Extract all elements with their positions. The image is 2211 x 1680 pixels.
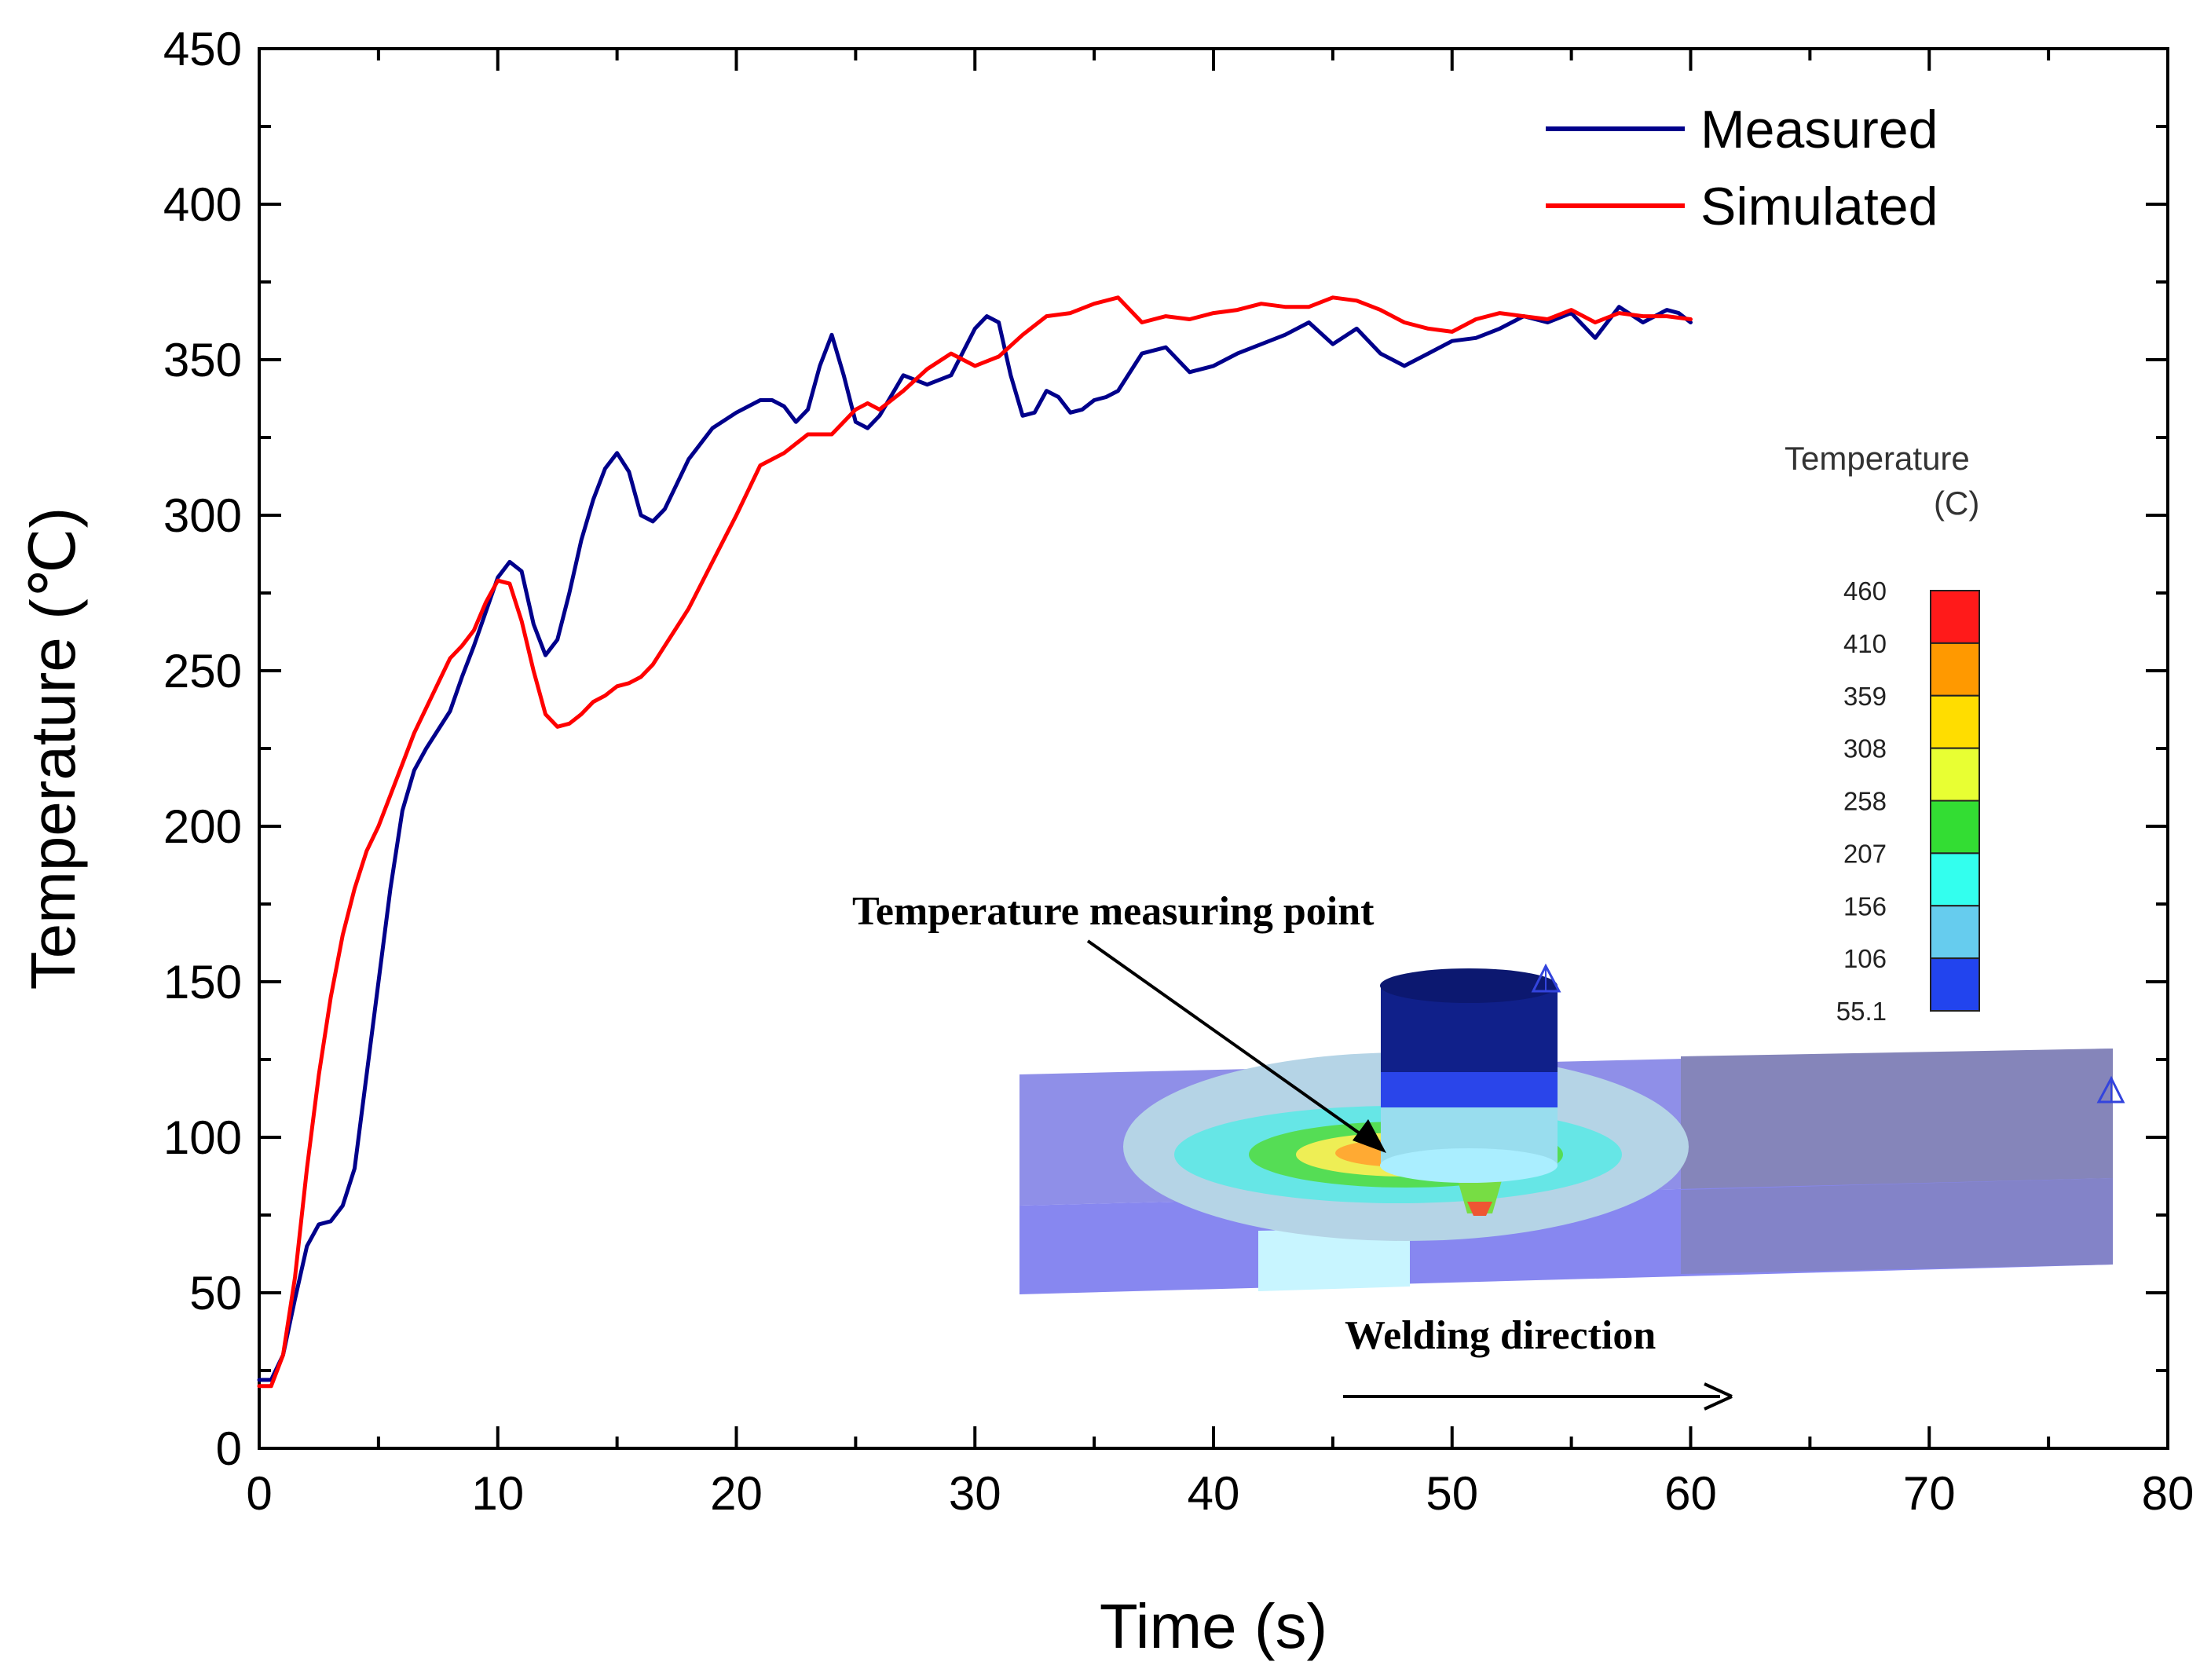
- tool-pin-tip: [1467, 1202, 1492, 1216]
- colorbar-label: 308: [1843, 734, 1887, 763]
- welding-direction-arrowhead: [1704, 1382, 1733, 1411]
- x-tick-label: 0: [246, 1467, 272, 1520]
- tool-body-lower: [1381, 1068, 1558, 1107]
- y-tick-label: 450: [163, 23, 242, 75]
- callout-arrow: [1086, 939, 1380, 1148]
- plate-top-shade: [1681, 1049, 2113, 1190]
- y-tick-label: 100: [163, 1111, 242, 1164]
- y-tick-label: 200: [163, 800, 242, 853]
- x-tick-label: 20: [710, 1467, 763, 1520]
- colorbar-cell: [1930, 694, 1980, 749]
- colorbar-label: 410: [1843, 629, 1887, 658]
- colorbar-label: 258: [1843, 787, 1887, 816]
- colorbar: Temperature (C) 460 410 359 308 258 207 156 106…: [1785, 440, 1980, 1026]
- x-tick-label: 30: [949, 1467, 1001, 1520]
- colorbar-cell: [1930, 957, 1980, 1012]
- colorbar-cell: [1930, 905, 1980, 960]
- colorbar-label: 359: [1843, 682, 1887, 711]
- x-tick-label: 50: [1426, 1467, 1478, 1520]
- callout-arrowhead: [1353, 1119, 1386, 1153]
- callout-label: Temperature measuring point: [852, 889, 1375, 934]
- colorbar-label: 156: [1843, 891, 1887, 921]
- y-tick-label: 150: [163, 956, 242, 1008]
- x-tick-label: 10: [471, 1467, 524, 1520]
- y-tick-label: 400: [163, 178, 242, 231]
- x-tick-label: 40: [1188, 1467, 1240, 1520]
- x-tick-label: 60: [1664, 1467, 1717, 1520]
- colorbar-cell: [1930, 590, 1980, 644]
- x-axis-title: Time (s): [1100, 1591, 1327, 1661]
- series-line-measured: [257, 305, 1693, 1382]
- colorbar-title: Temperature: [1785, 440, 1970, 477]
- axes: 0 10 20 30 40 50 60 70 80 0 50 100 150 200 250 300 350 40…: [163, 23, 2194, 1520]
- colorbar-label: 207: [1843, 839, 1887, 868]
- y-tick-label: 50: [189, 1267, 242, 1319]
- y-tick-label: 350: [163, 334, 242, 386]
- y-tick-label: 300: [163, 489, 242, 542]
- plate-side-shade: [1681, 1178, 2113, 1274]
- y-tick-label: 0: [216, 1422, 242, 1475]
- y-axis-title: Temperature (℃): [18, 507, 88, 990]
- colorbar-label: 106: [1843, 944, 1887, 973]
- colorbar-cell: [1930, 852, 1980, 907]
- colorbar-label: 55.1: [1836, 997, 1887, 1026]
- colorbar-cell: [1930, 642, 1980, 697]
- legend: Measured Simulated: [1546, 100, 1938, 236]
- inset-weld-image: Temperature measuring point Welding dire…: [852, 889, 2125, 1411]
- plate-side-cyan: [1258, 1228, 1410, 1291]
- legend-label-measured: Measured: [1700, 100, 1938, 159]
- legend-label-simulated: Simulated: [1700, 177, 1938, 236]
- colorbar-unit: (C): [1934, 485, 1979, 522]
- tool-top: [1380, 968, 1558, 1003]
- tool-shoulder-base: [1380, 1148, 1558, 1183]
- x-tick-label: 70: [1903, 1467, 1956, 1520]
- series-group: [257, 295, 1693, 1389]
- y-tick-label: 250: [163, 645, 242, 697]
- colorbar-cell: [1930, 747, 1980, 802]
- welding-direction-label: Welding direction: [1345, 1313, 1656, 1358]
- series-line-simulated: [257, 295, 1693, 1389]
- colorbar-label: 460: [1843, 576, 1887, 606]
- x-tick-label: 80: [2142, 1467, 2195, 1520]
- colorbar-cell: [1930, 800, 1980, 855]
